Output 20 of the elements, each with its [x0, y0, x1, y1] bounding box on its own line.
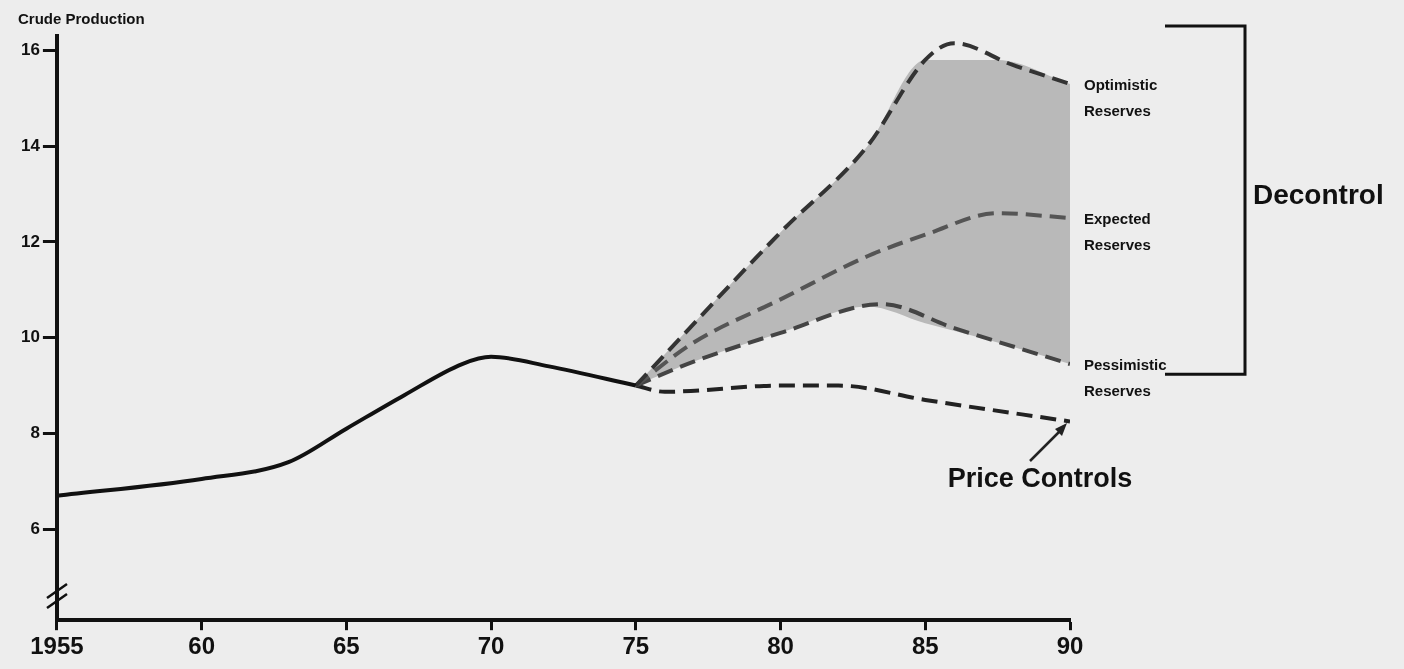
y-tick-label: 10 — [20, 327, 40, 347]
x-tick-label: 1955 — [30, 632, 84, 660]
x-tick-label: 75 — [622, 632, 650, 660]
x-tick-label: 90 — [1056, 632, 1084, 660]
y-tick-label: 6 — [30, 518, 40, 538]
annotation: Price Controls — [947, 462, 1133, 493]
y-axis-title: Crude Production — [18, 10, 145, 28]
x-tick-label: 80 — [767, 632, 794, 660]
text: Decontrol — [1253, 178, 1384, 210]
x-tick-label: 65 — [333, 632, 360, 660]
series-label: Expected Reserves — [1084, 210, 1151, 254]
y-tick-label: 8 — [30, 423, 40, 443]
x-tick-label: 60 — [188, 632, 215, 660]
x-tick-label: 70 — [477, 632, 505, 660]
y-tick-label: 14 — [20, 135, 41, 155]
y-tick-label: 12 — [20, 231, 40, 251]
series-label: Pessimistic Reserves — [1084, 356, 1167, 400]
y-tick-label: 16 — [20, 40, 40, 60]
series-label: Optimistic Reserves — [1084, 76, 1158, 120]
x-tick-label: 85 — [911, 632, 939, 660]
